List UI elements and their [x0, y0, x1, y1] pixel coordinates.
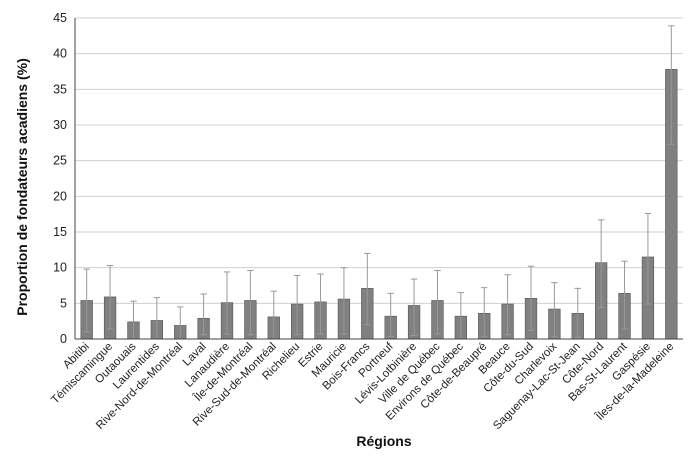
bars — [80, 69, 678, 340]
y-tick-label: 30 — [53, 118, 67, 132]
y-tick-label: 10 — [53, 261, 67, 275]
y-tick-label: 0 — [60, 332, 67, 346]
y-tick-labels: 0 5 10 15 20 25 30 35 40 45 — [53, 11, 67, 346]
y-tick-label: 5 — [60, 296, 67, 310]
y-tick-label: 15 — [53, 225, 67, 239]
axes — [74, 18, 683, 340]
x-axis-title: Régions — [356, 433, 411, 449]
error-bars — [83, 25, 675, 340]
y-tick-label: 20 — [53, 189, 67, 203]
y-axis-title: Proportion de fondateurs acadiens (%) — [14, 58, 30, 315]
x-tick-labels: AbitibiTémiscamingueOutaouaisLaurentides… — [49, 340, 676, 432]
y-tick-label: 45 — [53, 11, 67, 25]
y-tick-label: 40 — [53, 47, 67, 61]
y-tick-label: 25 — [53, 154, 67, 168]
y-tick-label: 35 — [53, 82, 67, 96]
grid-lines — [75, 17, 683, 304]
